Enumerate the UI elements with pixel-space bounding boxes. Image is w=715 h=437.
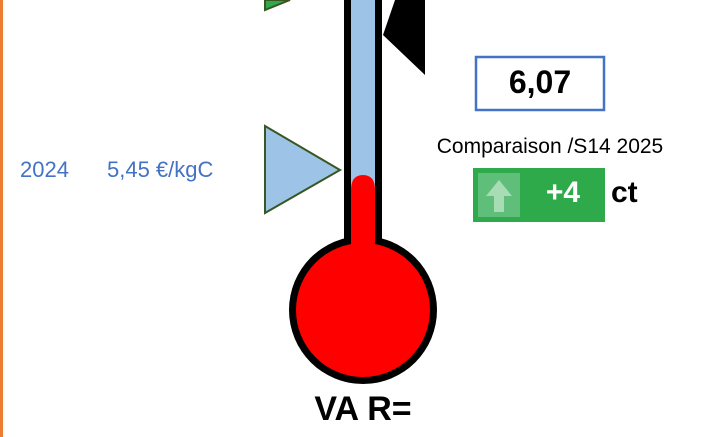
reference-marker [265,126,340,213]
thermometer-panel: 2024 5,45 €/kgC 6,07 Comparaison /S14 20… [0,0,715,437]
bulb-fill [296,243,430,377]
reference-year: 2024 [20,157,69,183]
graphics [0,0,715,437]
black-marker [383,0,425,75]
footer-label: VA R= [263,390,463,429]
green-marker [265,0,290,10]
current-value: 6,07 [476,64,604,101]
tube-empty [351,0,375,190]
left-border [0,0,3,437]
comparison-label: Comparaison /S14 2025 [430,135,670,159]
reference-price: 5,45 €/kgC [107,157,213,183]
change-value: +4 [524,176,602,210]
change-unit: ct [611,176,638,210]
